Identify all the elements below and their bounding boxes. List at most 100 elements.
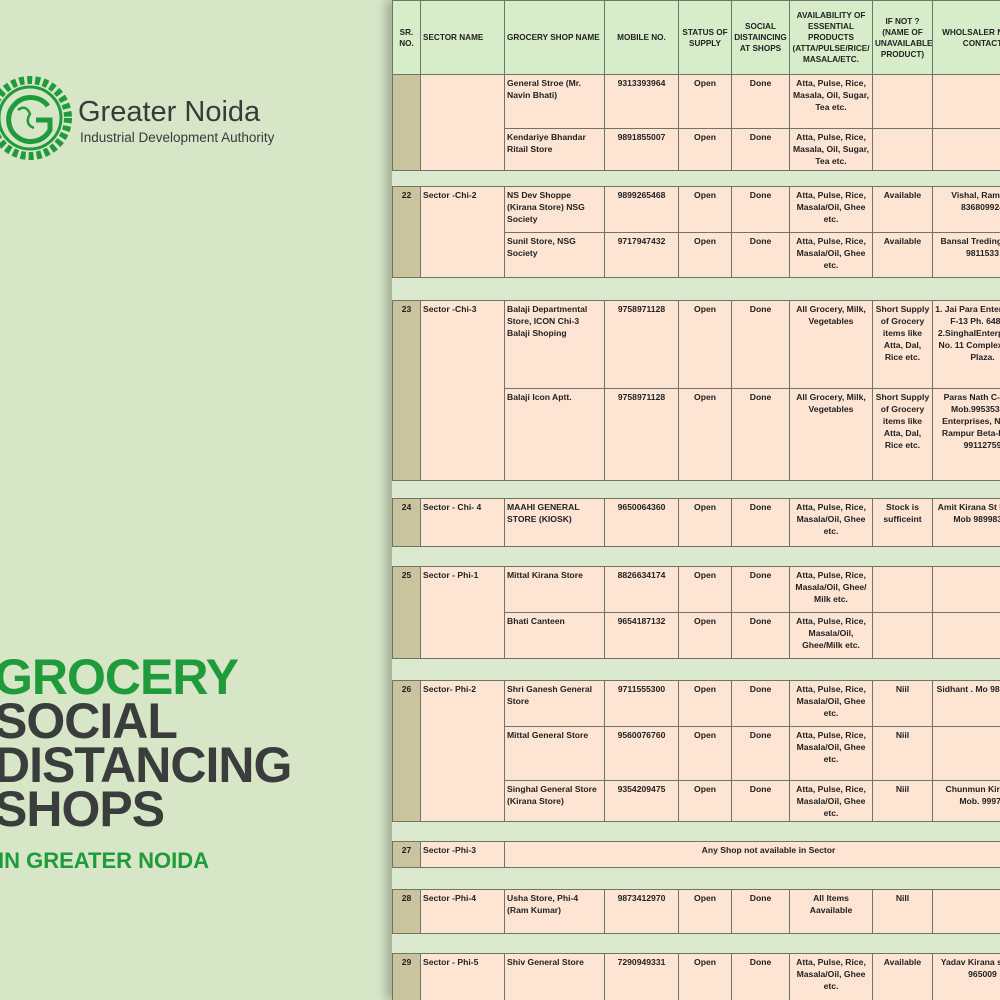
- sector-name: Sector -Phi-3: [420, 841, 505, 868]
- sector-name: Sector - Phi-1: [420, 566, 505, 659]
- cell-status: Open: [678, 232, 732, 278]
- cell-name: Bhati Canteen: [504, 612, 605, 659]
- cell-availability: Atta, Pulse, Rice, Masala/Oil, Ghee/Milk…: [789, 612, 873, 659]
- cell-status: Open: [678, 680, 732, 727]
- cell-name: Singhal General Store (Kirana Store): [504, 780, 605, 822]
- cell-wholesaler: Vishal, Rampur 836809924: [932, 186, 1000, 233]
- cell-distancing: Done: [731, 498, 790, 547]
- shop-row: 22 Sector -Chi-2 NS Dev Shoppe (Kirana Sto…: [392, 186, 1000, 278]
- cell-name: Shiv General Store: [504, 953, 605, 1000]
- separator: [392, 170, 1000, 187]
- table-panel: SR. NO. SECTOR NAME GROCERY SHOP NAME MOBIL…: [392, 0, 1000, 1000]
- tagline: IN GREATER NOIDA: [0, 848, 210, 873]
- cell-name: Kendariye Bhandar Ritail Store: [504, 128, 605, 171]
- headline: DISTANCING: [0, 737, 292, 793]
- separator: [392, 867, 1000, 890]
- cell-wholesaler: Yadav Kirana s Mob. 965009: [932, 953, 1000, 1000]
- cell-wholesaler: [932, 566, 1000, 613]
- sector-name: Sector -Phi-4: [420, 889, 505, 934]
- cell-availability: Atta, Pulse, Rice, Masala, Oil, Sugar, T…: [789, 74, 873, 129]
- column-header: SOCIAL DISTAINCING AT SHOPS: [731, 0, 790, 75]
- cell-availability: Atta, Pulse, Rice, Masala/Oil, Ghee etc.: [789, 232, 873, 278]
- cell-distancing: Done: [731, 128, 790, 171]
- cell-mobile: 9354209475: [604, 780, 679, 822]
- cell-mobile: 8826634174: [604, 566, 679, 613]
- cell-wholesaler: [932, 128, 1000, 171]
- cell-status: Open: [678, 953, 732, 1000]
- cell-distancing: Done: [731, 953, 790, 1000]
- separator: [392, 546, 1000, 567]
- cell-availability: Atta, Pulse, Rice, Masala, Oil, Sugar, T…: [789, 128, 873, 171]
- cell-mobile: 9650064360: [604, 498, 679, 547]
- cell-mobile: 9758971128: [604, 388, 679, 481]
- cell-if-not: Available: [872, 953, 933, 1000]
- cell-mobile: 9654187132: [604, 612, 679, 659]
- separator: [392, 658, 1000, 681]
- shop-row: 28 Sector -Phi-4 Usha Store, Phi-4 (Ram Ku…: [392, 889, 1000, 934]
- column-header: AVAILABILITY OF ESSENTIAL PRODUCTS (ATTA…: [789, 0, 873, 75]
- sr-no: 24: [392, 498, 421, 547]
- logo-name: Greater Noida: [78, 96, 261, 128]
- headline: GROCERY: [0, 649, 239, 705]
- cell-name: Balaji Icon Aptt.: [504, 388, 605, 481]
- cell-availability: Atta, Pulse, Rice, Masala/Oil, Ghee etc.: [789, 726, 873, 781]
- separator-row: [392, 277, 1000, 301]
- cell-status: Open: [678, 128, 732, 171]
- sr-no: 22: [392, 186, 421, 278]
- separator: [392, 933, 1000, 954]
- cell-status: Open: [678, 566, 732, 613]
- cell-name: Sunil Store, NSG Society: [504, 232, 605, 278]
- column-header: GROCERY SHOP NAME: [504, 0, 605, 75]
- sr-no: 23: [392, 300, 421, 481]
- cell-availability: Atta, Pulse, Rice, Masala/Oil, Ghee/ Mil…: [789, 566, 873, 613]
- column-header: SR. NO.: [392, 0, 421, 75]
- cell-if-not: Nill: [872, 889, 933, 934]
- cell-distancing: Done: [731, 232, 790, 278]
- cell-status: Open: [678, 300, 732, 389]
- cell-if-not: [872, 74, 933, 129]
- cell-availability: Atta, Pulse, Rice, Masala/Oil, Ghee etc.: [789, 498, 873, 547]
- cell-availability: All Grocery, Milk, Vegetables: [789, 300, 873, 389]
- cell-if-not: Stock is sufficeint: [872, 498, 933, 547]
- cell-wholesaler: [932, 726, 1000, 781]
- separator: [392, 480, 1000, 499]
- cell-mobile: 9891855007: [604, 128, 679, 171]
- cell-wholesaler: Sidhant . Mo 98180462: [932, 680, 1000, 727]
- shop-row: General Stroe (Mr. Navin Bhati) 931339396…: [392, 74, 1000, 171]
- sr-no: 26: [392, 680, 421, 822]
- cell-mobile: 7290949331: [604, 953, 679, 1000]
- sector-name: Sector - Phi-5: [420, 953, 505, 1000]
- logo-subtitle: Industrial Development Authority: [80, 130, 275, 145]
- cell-if-not: Short Supply of Grocery items like Atta,…: [872, 388, 933, 481]
- headline: SOCIAL: [0, 693, 178, 749]
- shop-row: 24 Sector - Chi- 4 MAAHI GENERAL STORE (KI…: [392, 498, 1000, 547]
- cell-if-not: [872, 566, 933, 613]
- cell-name: Mittal General Store: [504, 726, 605, 781]
- cell-distancing: Done: [731, 74, 790, 129]
- cell-distancing: Done: [731, 680, 790, 727]
- cell-name: MAAHI GENERAL STORE (KIOSK): [504, 498, 605, 547]
- cell-distancing: Done: [731, 388, 790, 481]
- cell-wholesaler: Amit Kirana St Kasna, Mob 98998361: [932, 498, 1000, 547]
- cell-wholesaler: 1. Jai Para Enterprises, F-13 Ph. 648570…: [932, 300, 1000, 389]
- column-header: WHOLSALER N AND CONTACT: [932, 0, 1000, 75]
- cell-if-not: Niil: [872, 726, 933, 781]
- separator-row: [392, 170, 1000, 187]
- cell-wholesaler: Bansal Treding Mob. 9811533: [932, 232, 1000, 278]
- cell-wholesaler: [932, 612, 1000, 659]
- separator-row: [392, 821, 1000, 842]
- headline: SHOPS: [0, 781, 165, 837]
- cell-mobile: 9560076760: [604, 726, 679, 781]
- separator: [392, 821, 1000, 842]
- cell-distancing: Done: [731, 300, 790, 389]
- cell-if-not: Niil: [872, 680, 933, 727]
- cell-wholesaler: [932, 889, 1000, 934]
- note: Any Shop not available in Sector: [504, 841, 1000, 868]
- separator-row: [392, 867, 1000, 890]
- cell-if-not: [872, 128, 933, 171]
- shop-row: 29 Sector - Phi-5 Shiv General Store 729094…: [392, 953, 1000, 1000]
- cell-name: Usha Store, Phi-4 (Ram Kumar): [504, 889, 605, 934]
- sector-name: Sector -Chi-3: [420, 300, 505, 481]
- sector-name: Sector -Chi-2: [420, 186, 505, 278]
